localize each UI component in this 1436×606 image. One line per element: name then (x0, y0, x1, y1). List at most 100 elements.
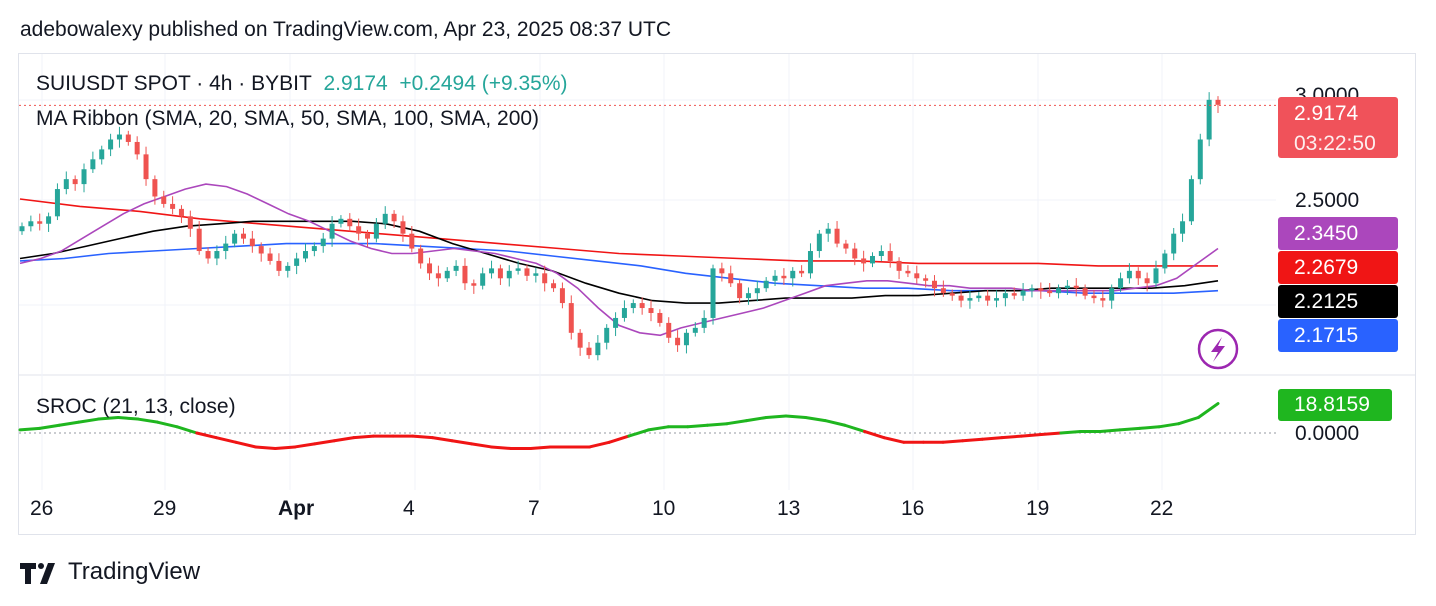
candle (37, 213, 43, 231)
candle (737, 279, 743, 304)
candle-body (373, 223, 379, 239)
candle (223, 235, 229, 260)
candle (985, 289, 991, 306)
candle-body (81, 169, 87, 185)
candle (294, 252, 300, 275)
candle (604, 324, 610, 350)
sroc-segment (273, 445, 297, 450)
chart-frame[interactable] (18, 53, 1416, 535)
sroc-segment (1137, 425, 1161, 430)
sroc-segment (470, 442, 493, 449)
sroc-indicator (18, 402, 1276, 450)
candle (382, 206, 388, 229)
candle-body (586, 347, 592, 356)
candle (745, 287, 751, 305)
sroc-segment (352, 434, 376, 440)
sroc-segment (941, 439, 965, 444)
candle-body (675, 337, 681, 346)
sroc-segment (627, 428, 650, 438)
candle-body (604, 327, 610, 343)
candle-body (861, 258, 867, 264)
lightning-icon-bolt (1211, 337, 1225, 362)
sroc-segment (646, 425, 670, 432)
candle (1162, 249, 1168, 274)
sroc-segment (843, 423, 866, 433)
candle-body (967, 298, 973, 301)
candle-body (365, 233, 371, 239)
candle (852, 242, 858, 266)
candle (994, 290, 1000, 308)
candle (621, 300, 627, 322)
candle (1029, 284, 1035, 298)
candle-body (869, 255, 875, 264)
candle-body (630, 303, 636, 309)
candle-body (559, 288, 565, 304)
sroc-segment (804, 416, 827, 423)
candle-body (320, 238, 326, 247)
sroc-segment (293, 442, 317, 449)
candle (869, 252, 875, 268)
candle-body (302, 251, 308, 259)
candle (400, 215, 406, 242)
candle-body (170, 203, 176, 209)
candle (409, 225, 415, 253)
candle (489, 260, 495, 279)
candle-body (311, 246, 317, 252)
candle-body (187, 216, 193, 229)
footer-brand-text: TradingView (68, 558, 201, 585)
candle-body (178, 208, 184, 217)
candle (187, 210, 193, 237)
candle-body (249, 238, 255, 247)
candle (701, 310, 707, 334)
candle-body (613, 317, 619, 328)
candle (506, 265, 512, 287)
candle (72, 175, 78, 191)
sroc-segment (116, 416, 140, 421)
candle (329, 216, 335, 247)
sroc-segment (38, 423, 61, 430)
candle-body (985, 295, 991, 301)
sroc-segment (784, 414, 808, 419)
candle-body (1047, 290, 1053, 294)
x-tick-label: 29 (153, 497, 177, 520)
sroc-segment (1000, 434, 1024, 440)
candle-body (1020, 290, 1026, 296)
candle (267, 247, 273, 265)
candle (524, 264, 530, 282)
candle-body (692, 327, 698, 333)
candle (976, 291, 982, 302)
candle-body (825, 228, 831, 234)
sroc-segment (980, 436, 1004, 441)
sroc-segment (1059, 429, 1083, 435)
candle (1206, 92, 1212, 147)
price-tag-value: 2.9174 (1294, 102, 1359, 125)
sroc-segment (1157, 422, 1181, 429)
candle (302, 243, 308, 263)
candle (1056, 284, 1062, 299)
candle (657, 309, 663, 327)
candle-body (887, 251, 893, 261)
sroc-segment (430, 436, 454, 443)
sroc-segment (862, 429, 886, 440)
sroc-segment (195, 431, 218, 440)
candle (648, 300, 654, 322)
candle-body (480, 273, 486, 286)
candle-body (737, 283, 743, 299)
candle-body (878, 251, 884, 256)
publisher-header: adebowalexy published on TradingView.com… (20, 18, 672, 41)
candle (497, 264, 503, 285)
tradingview-logo-icon (20, 563, 55, 584)
candle (196, 221, 202, 255)
footer-brand: TradingView (20, 558, 200, 586)
candle (356, 218, 362, 241)
candle (595, 335, 601, 361)
candle (373, 218, 379, 243)
price-tag: 2.2125 (1278, 285, 1398, 318)
candle-body (435, 273, 441, 279)
candle (444, 267, 450, 283)
candle-body (533, 273, 539, 276)
sroc-segment (489, 445, 513, 450)
candle-body (214, 251, 220, 259)
candle (692, 322, 698, 337)
